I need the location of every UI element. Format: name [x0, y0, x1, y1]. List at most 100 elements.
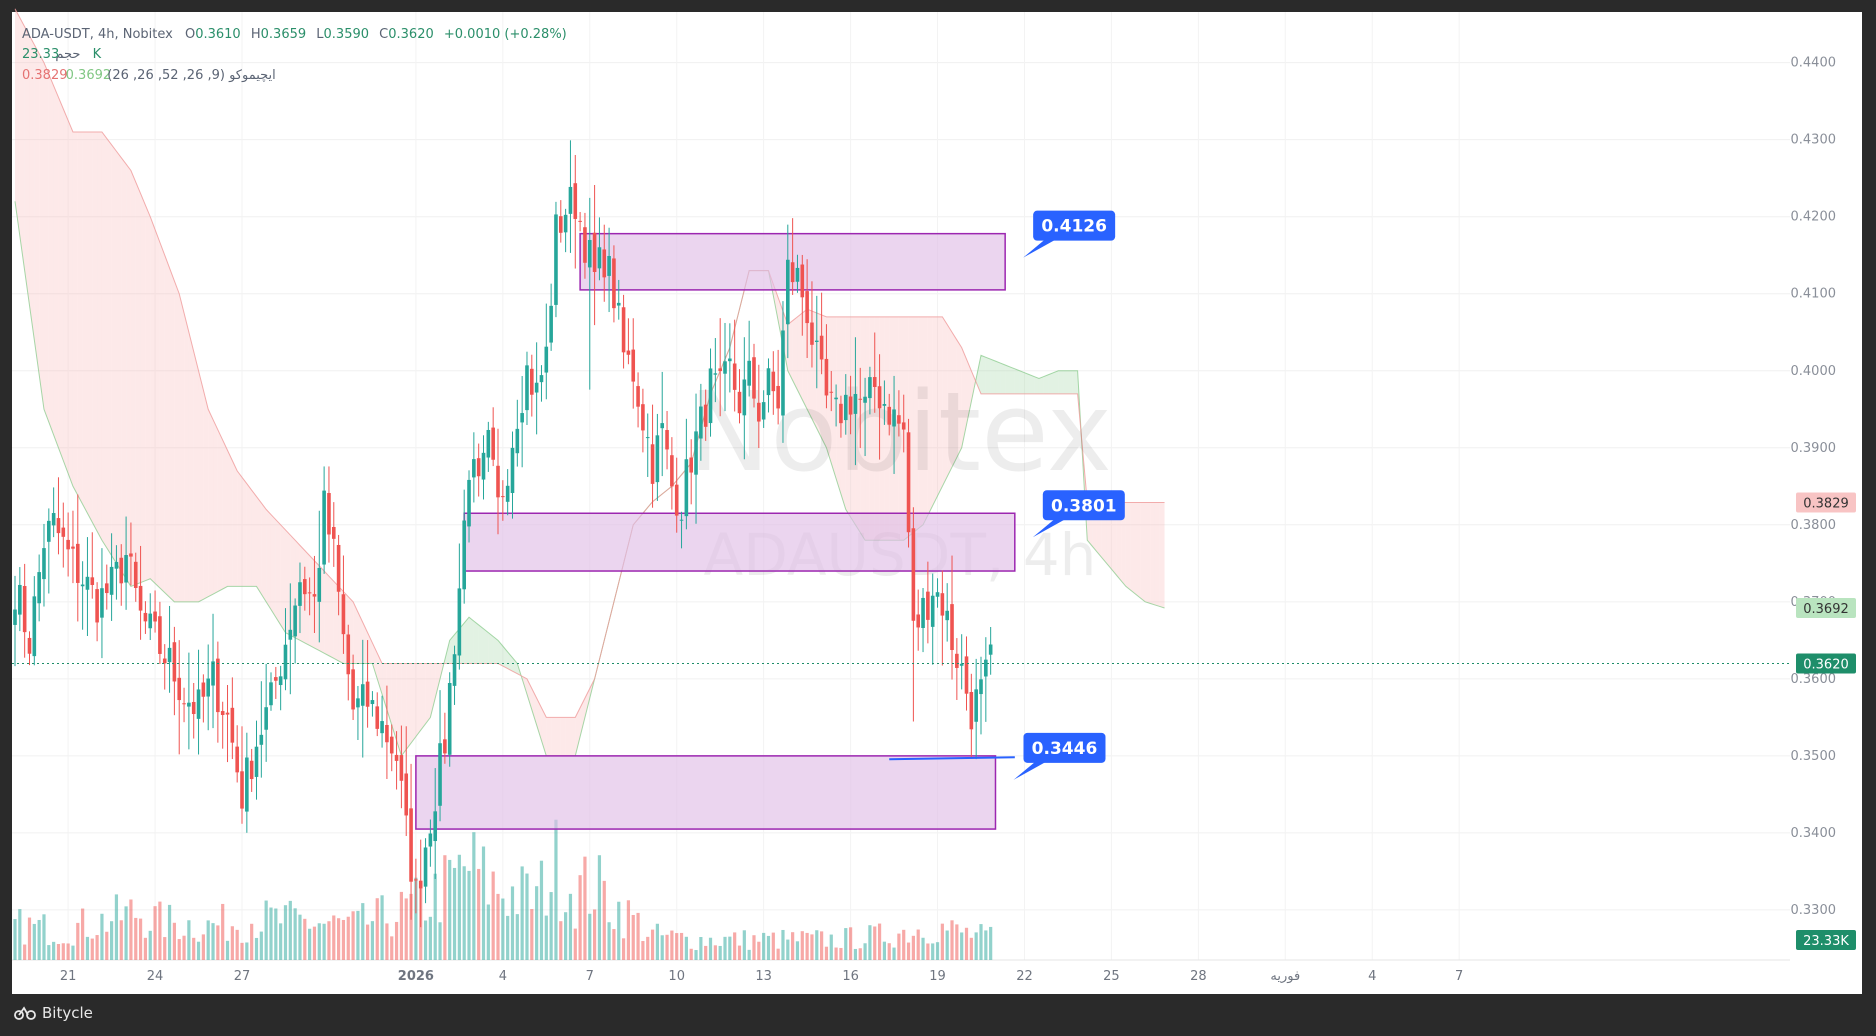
volume-bar	[390, 936, 394, 960]
cloud-segment	[1024, 372, 1030, 394]
volume-bar	[66, 943, 70, 960]
candle-body	[926, 591, 930, 620]
cloud-segment	[923, 316, 928, 525]
cloud-segment	[995, 361, 1001, 394]
cloud-segment	[304, 550, 310, 646]
candle	[274, 666, 278, 699]
price-tick-label: 0.4400	[1791, 56, 1837, 71]
candles	[13, 140, 993, 928]
candle-body	[679, 519, 684, 521]
candle-body	[843, 394, 848, 421]
cloud-segment	[430, 663, 436, 718]
candle-body	[959, 663, 964, 666]
volume-bar	[467, 870, 471, 960]
candle-body	[220, 711, 225, 716]
legend: ADA-USDT, 4h, Nobitex O0.3610 H0.3659 L0…	[22, 27, 567, 83]
candle	[191, 682, 196, 739]
candle	[153, 590, 157, 633]
candle	[592, 184, 597, 326]
volume-bar	[776, 948, 780, 960]
candle	[418, 839, 423, 928]
cloud-segment	[362, 622, 368, 664]
candle	[104, 564, 109, 610]
candle	[51, 487, 56, 538]
volume-bar	[322, 923, 326, 960]
cloud-segment	[1121, 502, 1126, 587]
candle-body	[423, 847, 428, 887]
candle-body	[940, 593, 945, 616]
candle	[916, 589, 921, 651]
legend-line-ichimoku: ایچیموکو (9, 26, 52, 26, 26) 0.3692 0.38…	[22, 68, 276, 83]
candle-body	[887, 406, 892, 425]
cloud-segment	[415, 663, 421, 737]
cloud-segment	[77, 131, 83, 505]
candle-body	[587, 239, 592, 268]
price-axis[interactable]: 0.4400 0.4300 0.4200 0.4100 0.4000 0.3900 0.38…	[1791, 56, 1837, 918]
time-tick-label: 7	[1455, 969, 1463, 984]
volume-bar	[250, 923, 254, 960]
volume-bar	[443, 855, 447, 960]
volume-bar	[457, 854, 461, 960]
candle-body	[414, 879, 418, 881]
cloud-segment	[135, 182, 141, 585]
legend-line-ohlc: ADA-USDT, 4h, Nobitex O0.3610 H0.3659 L0…	[22, 27, 567, 42]
cloud-segment	[237, 470, 243, 587]
cloud-segment	[1135, 502, 1141, 598]
candle	[158, 601, 162, 665]
volume-bar	[931, 943, 935, 960]
time-tick-label: 4	[1368, 969, 1376, 984]
candle	[926, 561, 930, 644]
cloud-segment	[140, 193, 146, 583]
cloud-segment	[159, 242, 165, 593]
cloud-segment	[1111, 502, 1117, 575]
volume-bar	[742, 930, 746, 960]
span-a-badge-label: 0.3692	[1803, 602, 1849, 617]
candle	[621, 294, 626, 369]
cloud-segment	[353, 601, 358, 664]
cloud-segment	[1038, 376, 1044, 394]
volume-bar	[298, 914, 302, 960]
cloud-segment	[72, 131, 78, 496]
volume-bar	[61, 943, 65, 960]
cloud-segment	[927, 316, 933, 516]
candle	[839, 395, 843, 438]
volume-bar	[167, 904, 172, 960]
volume-bar	[834, 947, 838, 960]
candle	[462, 489, 466, 604]
cloud-segment	[1159, 502, 1165, 608]
cloud-segment	[1154, 502, 1160, 607]
footer-brand[interactable]: Bitycle	[14, 1004, 93, 1022]
candle	[230, 677, 235, 760]
cloud-segment	[420, 663, 426, 731]
volume-bar	[689, 948, 693, 960]
volume-bar	[491, 871, 495, 960]
volume-bar	[71, 945, 75, 960]
cloud-segment	[299, 545, 305, 643]
high-value: 0.3659	[261, 27, 307, 42]
candle-body	[462, 520, 466, 590]
candle	[303, 566, 307, 611]
candle	[732, 319, 737, 412]
cloud-segment	[1048, 372, 1054, 394]
volume-bar	[332, 915, 336, 960]
price-tick-label: 0.3300	[1791, 903, 1837, 918]
cloud-segment	[111, 144, 117, 564]
volume-bar	[399, 891, 403, 960]
cloud-segment	[787, 320, 793, 381]
candle-body	[486, 429, 491, 458]
candle	[428, 819, 433, 867]
volume-label: حجم	[55, 47, 80, 62]
cloud-segment	[19, 17, 25, 271]
cloud-segment	[865, 316, 870, 541]
cloud-segment	[256, 496, 262, 595]
candle-body	[177, 677, 182, 701]
candle	[728, 323, 732, 393]
candle-body	[322, 490, 326, 565]
candle-body	[911, 528, 916, 621]
time-axis[interactable]: 21 24 27 2026 4 7 10 13 16 19 22 25 28 فوریه 4 7	[60, 969, 1463, 984]
cloud-segment	[565, 717, 571, 756]
volume-bar	[660, 935, 664, 960]
candle-body	[467, 479, 471, 527]
candle	[298, 562, 302, 634]
candle	[148, 593, 153, 641]
